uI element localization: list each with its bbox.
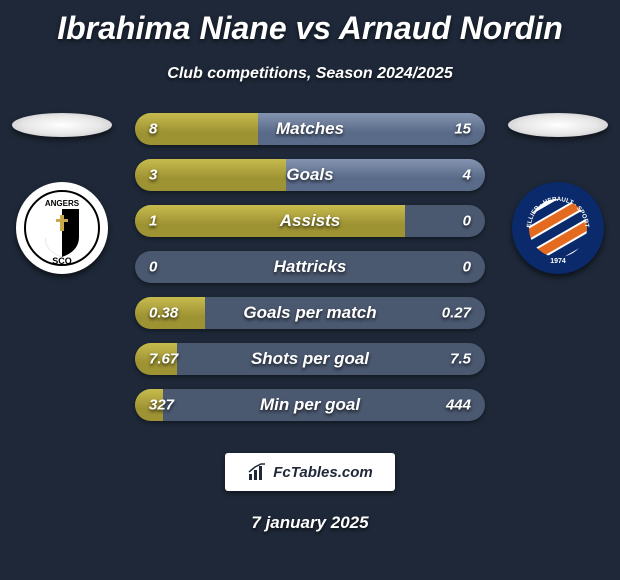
- stat-value-left: 0.38: [149, 305, 178, 322]
- stat-value-left: 7.67: [149, 351, 178, 368]
- bar-left-fill: [135, 205, 405, 237]
- stat-row: 0.38 0.27 Goals per match: [135, 297, 485, 329]
- stat-label: Assists: [280, 211, 340, 231]
- stat-value-right: 15: [454, 121, 471, 138]
- montpellier-crest-svg: MONTPELLIER · HERAULT · SPORT · CLUB1974: [515, 185, 601, 271]
- stat-label: Goals per match: [243, 303, 376, 323]
- stat-row: 0 0 Hattricks: [135, 251, 485, 283]
- page-subtitle: Club competitions, Season 2024/2025: [0, 65, 620, 83]
- stat-value-right: 0.27: [442, 305, 471, 322]
- montpellier-crest: MONTPELLIER · HERAULT · SPORT · CLUB1974: [512, 182, 604, 274]
- page-title: Ibrahima Niane vs Arnaud Nordin: [0, 0, 620, 47]
- stat-value-left: 8: [149, 121, 157, 138]
- footer-brand-text: FcTables.com: [273, 464, 372, 481]
- stat-bars: 8 15 Matches 3 4 Goals 1 0 Assists 0 0 Hattricks 0.3…: [135, 113, 485, 435]
- stat-value-left: 0: [149, 259, 157, 276]
- stat-value-right: 7.5: [450, 351, 471, 368]
- right-player-column: MONTPELLIER · HERAULT · SPORT · CLUB1974: [503, 113, 613, 274]
- stat-value-right: 4: [463, 167, 471, 184]
- left-player-avatar-placeholder: [12, 113, 112, 137]
- stat-label: Min per goal: [260, 395, 360, 415]
- stat-label: Hattricks: [274, 257, 347, 277]
- stat-row: 3 4 Goals: [135, 159, 485, 191]
- left-player-column: ANGERS SCO: [7, 113, 117, 274]
- stat-value-right: 444: [446, 397, 471, 414]
- stat-row: 7.67 7.5 Shots per goal: [135, 343, 485, 375]
- stat-row: 1 0 Assists: [135, 205, 485, 237]
- stat-row: 8 15 Matches: [135, 113, 485, 145]
- stat-value-left: 327: [149, 397, 174, 414]
- stat-label: Shots per goal: [251, 349, 369, 369]
- svg-text:SCO: SCO: [52, 256, 72, 266]
- fctables-logo: FcTables.com: [225, 453, 395, 491]
- bar-left-fill: [135, 159, 286, 191]
- stat-value-left: 3: [149, 167, 157, 184]
- stat-label: Goals: [286, 165, 333, 185]
- date-text: 7 january 2025: [0, 513, 620, 533]
- stat-label: Matches: [276, 119, 344, 139]
- right-player-avatar-placeholder: [508, 113, 608, 137]
- stat-value-right: 0: [463, 213, 471, 230]
- angers-sco-crest: ANGERS SCO: [16, 182, 108, 274]
- chart-icon: [247, 462, 267, 482]
- comparison-container: ANGERS SCO 8 15 Matches 3 4 Goals 1 0 Assists 0 0 Ha…: [0, 113, 620, 435]
- angers-sco-crest-svg: ANGERS SCO: [23, 189, 101, 267]
- stat-row: 327 444 Min per goal: [135, 389, 485, 421]
- svg-text:1974: 1974: [550, 258, 566, 265]
- stat-value-right: 0: [463, 259, 471, 276]
- svg-text:ANGERS: ANGERS: [45, 199, 80, 208]
- stat-value-left: 1: [149, 213, 157, 230]
